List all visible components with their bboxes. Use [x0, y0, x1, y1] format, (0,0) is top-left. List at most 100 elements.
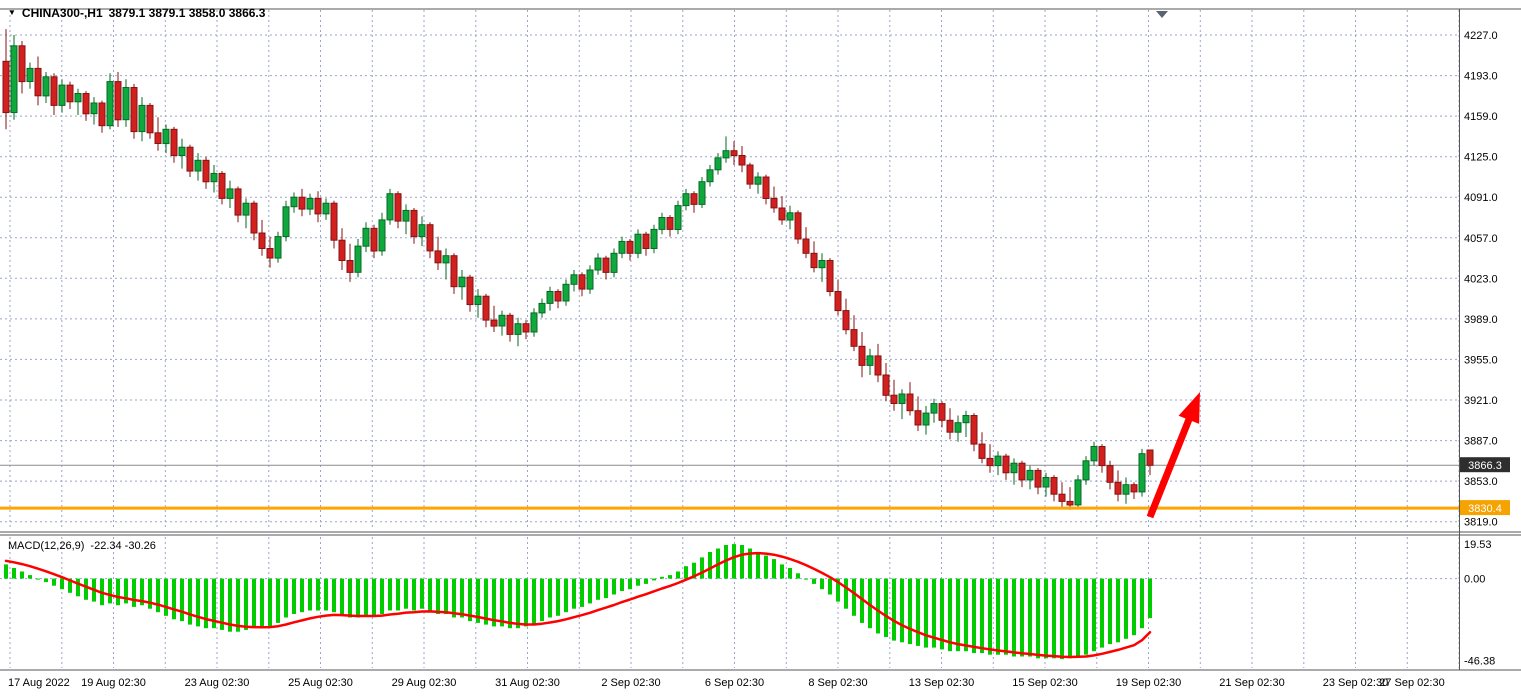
- candle-body: [514, 323, 522, 335]
- candle-body: [394, 193, 402, 222]
- candle-body: [282, 206, 290, 238]
- candle-body: [522, 323, 530, 333]
- macd-histogram-bar: [124, 578, 128, 604]
- macd-histogram-bar: [460, 578, 464, 618]
- macd-signal-line: [4, 551, 1152, 659]
- macd-histogram-bar: [60, 578, 64, 590]
- chart-shift-marker[interactable]: [1156, 11, 1168, 18]
- candle-body: [138, 104, 146, 133]
- candle-body: [482, 295, 490, 321]
- macd-histogram-bar: [188, 578, 192, 625]
- price-tick-label: 4159.0: [1464, 111, 1498, 123]
- candle-body: [626, 240, 634, 254]
- candle-body: [674, 205, 682, 231]
- macd-histogram-bar: [804, 578, 808, 580]
- macd-histogram-bar: [1092, 578, 1096, 652]
- symbol-period-label: CHINA300-,H1: [21, 6, 103, 20]
- candle-body: [122, 87, 130, 121]
- candle-body: [450, 255, 458, 288]
- trend-arrow-head[interactable]: [1178, 392, 1200, 424]
- candle-body: [234, 188, 242, 216]
- macd-histogram-bar: [1124, 578, 1128, 639]
- candle-body: [898, 393, 906, 404]
- candle-body: [290, 196, 298, 208]
- macd-histogram-bar: [516, 578, 520, 629]
- candle-body: [658, 217, 666, 230]
- macd-histogram-bar: [684, 566, 688, 579]
- candle-body: [770, 197, 778, 209]
- candle-body: [178, 146, 186, 156]
- candle-body: [762, 176, 770, 199]
- macd-histogram-bar: [484, 578, 488, 625]
- candle-body: [258, 232, 266, 249]
- time-tick-label: 21 Sep 02:30: [1219, 677, 1284, 689]
- macd-histogram-bar: [1012, 578, 1016, 657]
- macd-histogram-bar: [1100, 578, 1104, 648]
- price-tick-label: 3989.0: [1464, 314, 1498, 326]
- candle-body: [162, 128, 170, 145]
- macd-histogram-bar: [956, 578, 960, 652]
- macd-histogram-bar: [132, 578, 136, 607]
- candle-body: [570, 274, 578, 285]
- macd-histogram-bar: [740, 545, 744, 579]
- macd-histogram-bar: [444, 578, 448, 614]
- macd-histogram-bar: [556, 578, 560, 616]
- macd-histogram-bar: [508, 578, 512, 629]
- macd-histogram-bar: [940, 578, 944, 650]
- macd-histogram-bar: [292, 578, 296, 614]
- macd-indicator-name: MACD(12,26,9): [8, 540, 85, 552]
- candle-body: [602, 257, 610, 273]
- macd-histogram-bar: [420, 578, 424, 609]
- macd-histogram-bar: [836, 578, 840, 602]
- candle-body: [130, 87, 138, 133]
- candle-body: [850, 329, 858, 347]
- candle-body: [106, 81, 114, 127]
- macd-histogram-bar: [596, 578, 600, 600]
- macd-histogram-bar: [204, 578, 208, 629]
- macd-histogram-bar: [156, 578, 160, 613]
- candle-body: [578, 274, 586, 290]
- macd-histogram-bar: [4, 564, 8, 579]
- candle-body: [50, 76, 58, 106]
- macd-histogram-bar: [108, 578, 112, 604]
- candle-body: [906, 393, 914, 412]
- candle-body: [818, 260, 826, 269]
- candle-body: [778, 207, 786, 221]
- candle-body: [378, 219, 386, 252]
- macd-histogram-bar: [1116, 578, 1120, 643]
- macd-histogram-bar: [452, 578, 456, 618]
- macd-histogram-bar: [308, 578, 312, 611]
- macd-histogram-bar: [28, 575, 32, 579]
- time-tick-label: 8 Sep 02:30: [808, 677, 867, 689]
- price-tick-label: 4057.0: [1464, 233, 1498, 245]
- level-price-badge-label: 3830.4: [1468, 503, 1502, 515]
- candle-body: [986, 457, 994, 467]
- macd-histogram-bar: [628, 578, 632, 590]
- macd-histogram-bar: [708, 552, 712, 579]
- macd-histogram-bar: [540, 578, 544, 622]
- macd-histogram-bar: [972, 578, 976, 653]
- trend-arrow-shaft[interactable]: [1146, 414, 1194, 519]
- macd-histogram-bar: [356, 578, 360, 618]
- candle-body: [466, 276, 474, 306]
- symbol-dropdown-icon[interactable]: ▼: [8, 7, 16, 17]
- macd-histogram-bar: [396, 578, 400, 611]
- macd-histogram-bar: [348, 578, 352, 618]
- candle-body: [1114, 481, 1122, 495]
- macd-histogram-bar: [76, 578, 80, 597]
- candle-body: [842, 310, 850, 331]
- macd-histogram-bar: [212, 578, 216, 629]
- candle-body: [794, 212, 802, 240]
- candle-body: [1122, 484, 1130, 495]
- candle-body: [442, 255, 450, 264]
- candle-body: [42, 76, 50, 97]
- macd-histogram-bar: [892, 578, 896, 641]
- candle-body: [978, 443, 986, 459]
- macd-histogram-bar: [220, 578, 224, 630]
- macd-histogram-bar: [668, 575, 672, 579]
- macd-histogram-bar: [316, 578, 320, 611]
- macd-histogram-bar: [700, 557, 704, 579]
- candle-body: [1050, 477, 1058, 495]
- candle-body: [418, 224, 426, 238]
